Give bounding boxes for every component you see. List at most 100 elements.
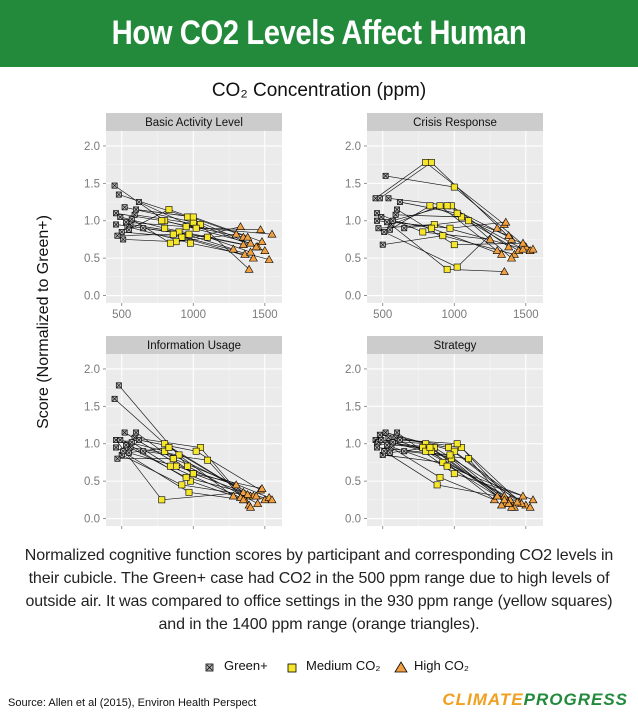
marker-medium: [436, 202, 444, 210]
marker-high: [528, 495, 538, 504]
marker-green-plus-cross: [133, 430, 139, 435]
source-credit: Source: Allen et al (2015), Environ Heal…: [8, 697, 257, 709]
brand-logo: CLIMATEPROGRESS: [442, 690, 628, 710]
marker-green-plus-cross: [123, 443, 129, 448]
marker-high: [256, 225, 266, 234]
marker-high: [228, 244, 238, 253]
figure-caption: Normalized cognitive function scores by …: [24, 547, 614, 633]
marker-medium: [453, 209, 461, 217]
marker-high: [518, 238, 528, 247]
marker-green-plus-cross: [116, 383, 122, 388]
marker-high: [492, 246, 502, 254]
marker-green-plus-cross: [112, 396, 117, 402]
marker-high: [231, 229, 241, 238]
marker-green-plus-cross: [126, 450, 132, 455]
marker-green-plus-cross: [381, 449, 387, 454]
marker-high: [528, 244, 538, 253]
marker-medium: [204, 456, 211, 464]
marker-medium: [445, 444, 452, 451]
marker-high: [231, 480, 241, 489]
marker-green-plus-cross: [377, 196, 383, 201]
marker-medium: [439, 232, 447, 240]
marker-green-plus-cross: [386, 196, 391, 201]
marker-green-plus-cross: [377, 432, 383, 437]
panel-strip: [367, 336, 543, 354]
marker-medium: [161, 224, 169, 232]
y-tick-label: 1.0: [84, 216, 100, 228]
legend: Green+ Medium CO₂ High CO₂: [0, 656, 638, 680]
marker-green-plus-cross: [387, 227, 393, 232]
marker-green-plus-cross: [401, 226, 407, 231]
marker-medium: [166, 239, 174, 247]
marker-high: [264, 255, 274, 263]
marker-medium: [178, 233, 186, 241]
brand-part-2: PROGRESS: [523, 690, 628, 709]
marker-high: [260, 246, 270, 254]
panel-title: Crisis Response: [413, 117, 497, 129]
marker-high: [257, 484, 267, 492]
marker-green-plus-cross: [394, 207, 400, 212]
marker-green-plus-cross: [113, 222, 119, 227]
marker-high: [492, 491, 502, 500]
panel-title: Basic Activity Level: [145, 117, 243, 129]
marker-high: [243, 232, 253, 241]
marker-high: [267, 229, 277, 238]
marker-green-plus-cross: [140, 226, 146, 231]
marker-medium: [187, 239, 194, 247]
marker-green-plus-cross: [376, 226, 381, 231]
marker-green-plus-cross: [120, 449, 126, 454]
marker-green-plus-cross: [120, 237, 126, 242]
marker-medium: [172, 462, 180, 470]
banner-title: How CO2 Levels Affect Human Cognition: [111, 14, 527, 119]
marker-medium: [427, 224, 435, 232]
marker-green-plus-cross: [118, 214, 123, 220]
panel-strip: [106, 336, 282, 354]
marker-green-plus-cross: [393, 212, 398, 217]
marker-high: [240, 249, 250, 258]
marker-high: [485, 234, 495, 243]
panel-title: Strategy: [434, 340, 477, 352]
y-tick-label: 0.0: [84, 514, 100, 526]
y-tick-label: 0.5: [345, 253, 361, 265]
marker-medium: [446, 224, 454, 232]
marker-medium: [165, 444, 173, 451]
marker-high: [248, 253, 258, 262]
marker-high: [496, 249, 507, 258]
marker-high: [507, 253, 517, 262]
y-tick-label: 1.0: [345, 439, 361, 451]
marker-medium: [172, 238, 180, 246]
panel-title: Information Usage: [147, 340, 241, 352]
marker-high: [238, 495, 248, 504]
marker-medium: [427, 159, 435, 166]
marker-medium: [185, 230, 193, 238]
marker-high: [504, 242, 514, 251]
marker-medium: [458, 213, 465, 221]
marker-medium: [465, 217, 472, 225]
marker-medium: [197, 221, 204, 228]
marker-green-plus-cross: [394, 430, 400, 435]
marker-green-plus-cross: [380, 242, 385, 247]
marker-medium: [187, 477, 194, 485]
marker-high: [238, 240, 248, 248]
y-tick-label: 0.0: [84, 291, 100, 303]
marker-high: [243, 489, 253, 498]
y-tick-label: 1.0: [345, 216, 361, 228]
marker-green-plus-cross: [379, 437, 384, 443]
marker-medium: [169, 455, 177, 463]
marker-medium: [419, 228, 427, 236]
y-tick-label: 0.5: [84, 253, 100, 265]
marker-medium: [458, 444, 465, 451]
panel-2: Information Usage0.00.51.01.52.050010001…: [84, 336, 282, 529]
x-tick-label: 500: [112, 309, 131, 321]
marker-medium: [443, 202, 451, 210]
legend-label-green-plus: Green+: [224, 658, 268, 673]
y-tick-label: 0.0: [345, 514, 361, 526]
marker-green-plus-cross: [123, 220, 129, 225]
x-tick-label: 1500: [252, 309, 278, 321]
marker-high: [246, 238, 256, 247]
legend-label-medium: Medium CO₂: [306, 658, 381, 673]
y-tick-label: 2.0: [84, 364, 100, 376]
chart-panels: Basic Activity Level 0.0 0.5 1.0 1.5 2.0 500 10…: [84, 113, 543, 529]
marker-high: [499, 266, 509, 275]
x-tick-label: 1500: [513, 309, 539, 321]
